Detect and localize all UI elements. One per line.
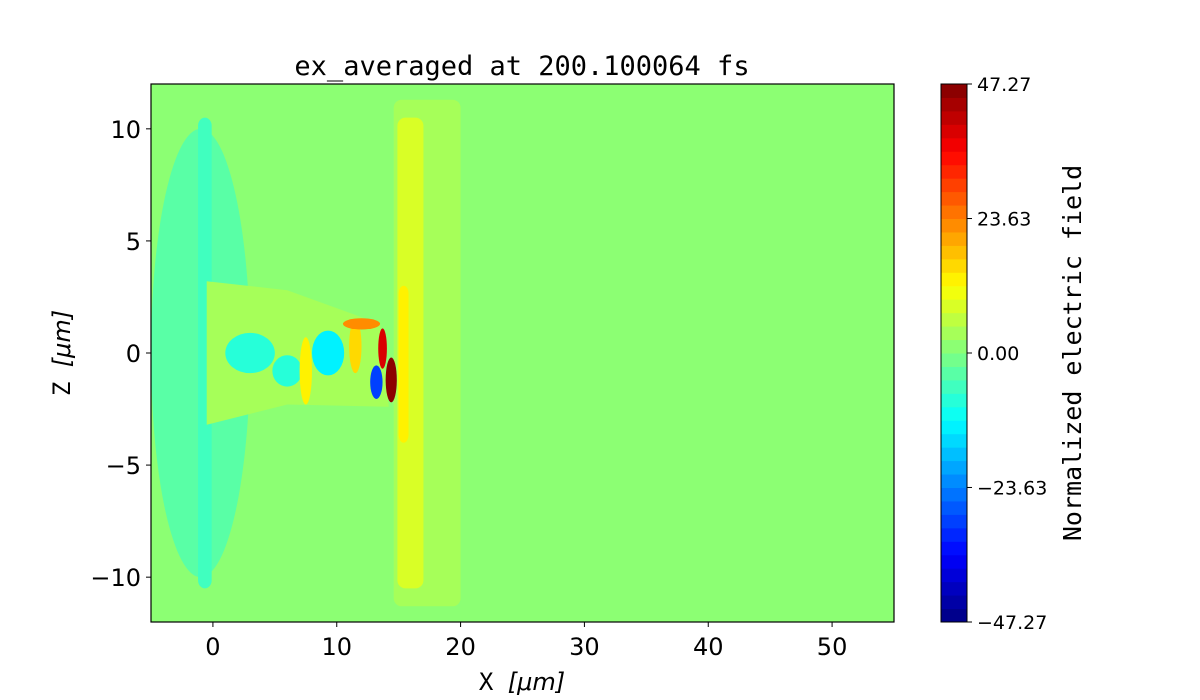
x-axis-label-unit: [μm] xyxy=(508,668,565,696)
colorbar-tick-label: 0.00 xyxy=(977,343,1019,365)
heatmap-region-red-streak xyxy=(378,328,387,369)
y-tick-label: 5 xyxy=(126,228,141,256)
heatmap-region-wake-yellow-1 xyxy=(299,337,312,405)
heatmap-region-inner-shell xyxy=(397,117,424,589)
heatmap-region-wake-cyan-1 xyxy=(225,332,275,374)
y-axis-label-prefix: Z xyxy=(48,367,76,396)
heatmap-region-wake-cyan-2 xyxy=(311,330,345,376)
colorbar-band xyxy=(941,366,967,381)
y-axis-label-unit: [μm] xyxy=(48,310,76,367)
y-tick-label: 10 xyxy=(110,116,141,144)
colorbar-band xyxy=(941,258,967,273)
colorbar-label: Normalized electric field xyxy=(1058,165,1087,541)
x-tick-label: 50 xyxy=(817,633,848,661)
colorbar-band xyxy=(941,581,967,596)
colorbar-band xyxy=(941,339,967,354)
colorbar-band xyxy=(941,608,967,623)
x-axis-label-prefix: X xyxy=(479,668,508,696)
colorbar-band xyxy=(941,514,967,529)
colorbar-band xyxy=(941,164,967,179)
heatmap-region-blue-spot xyxy=(370,365,383,399)
colorbar-band xyxy=(941,312,967,327)
colorbar-tick-label: 47.27 xyxy=(977,74,1031,96)
colorbar-band xyxy=(941,326,967,341)
y-tick-label: 0 xyxy=(126,340,141,368)
colorbar-band xyxy=(941,541,967,556)
colorbar-band xyxy=(941,124,967,139)
colorbar-band xyxy=(941,460,967,475)
colorbar-band xyxy=(941,406,967,421)
heatmap-region-wake-cyan-3 xyxy=(272,355,303,387)
heatmap xyxy=(151,84,894,622)
colorbar-band xyxy=(941,487,967,502)
colorbar-band xyxy=(941,527,967,542)
colorbar-band xyxy=(941,420,967,435)
colorbar: −47.27 −23.63 0.00 23.63 47.27 xyxy=(940,74,1047,634)
colorbar-band xyxy=(941,433,967,448)
colorbar-band xyxy=(941,110,967,125)
heatmap-region-red-spot xyxy=(385,357,397,403)
colorbar-band xyxy=(941,272,967,287)
colorbar-band xyxy=(941,151,967,166)
colorbar-band xyxy=(941,299,967,314)
colorbar-band xyxy=(941,84,967,98)
colorbar-band xyxy=(941,474,967,488)
colorbar-band xyxy=(941,595,967,610)
colorbar-band xyxy=(941,568,967,583)
y-tick-label: −5 xyxy=(106,452,141,480)
colorbar-band xyxy=(941,393,967,408)
colorbar-band xyxy=(941,245,967,260)
y-tick-label: −10 xyxy=(90,564,141,592)
x-tick-label: 20 xyxy=(445,633,476,661)
colorbar-band xyxy=(941,205,967,219)
colorbar-band xyxy=(941,447,967,462)
colorbar-tick-label: −23.63 xyxy=(977,477,1047,499)
colorbar-band xyxy=(941,231,967,246)
colorbar-band xyxy=(941,191,967,206)
colorbar-tick-label: −47.27 xyxy=(977,612,1047,634)
x-axis-label: X [μm] xyxy=(479,668,565,696)
colorbar-band xyxy=(941,178,967,193)
colorbar-band xyxy=(941,379,967,394)
x-tick-label: 10 xyxy=(321,633,352,661)
heatmap-region-wake-cone xyxy=(206,281,389,425)
colorbar-tick-label: 23.63 xyxy=(977,209,1031,231)
colorbar-band xyxy=(941,500,967,515)
x-tick-label: 0 xyxy=(205,633,220,661)
colorbar-band xyxy=(941,554,967,569)
colorbar-band xyxy=(941,285,967,300)
y-axis: −10 −5 0 5 10 xyxy=(90,116,151,592)
colorbar-band xyxy=(941,97,967,112)
x-tick-label: 40 xyxy=(693,633,724,661)
heatmap-region-upper-streak xyxy=(342,318,381,330)
heatmap-region-target-front xyxy=(398,285,409,443)
heatmap-region-wake-yellow-2 xyxy=(349,319,362,374)
x-axis: 0 10 20 30 40 50 xyxy=(205,622,847,661)
colorbar-band xyxy=(941,353,967,367)
x-tick-label: 30 xyxy=(569,633,600,661)
colorbar-band xyxy=(941,218,967,233)
chart-title: ex_averaged at 200.100064 fs xyxy=(294,51,749,82)
heatmap-region-left-band xyxy=(198,117,212,589)
colorbar-band xyxy=(941,137,967,152)
y-axis-label: Z [μm] xyxy=(48,310,76,396)
